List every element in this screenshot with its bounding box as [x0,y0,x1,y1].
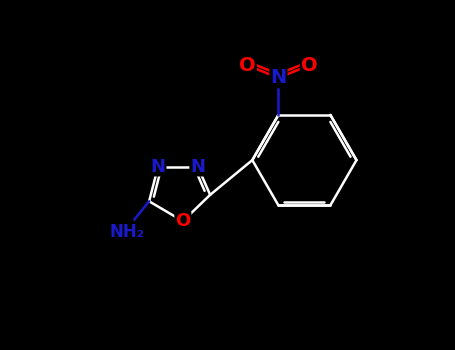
Text: N: N [190,158,205,176]
Text: N: N [270,68,287,87]
Text: O: O [175,212,191,230]
Text: NH₂: NH₂ [109,223,144,241]
Text: O: O [301,56,318,75]
Text: O: O [239,56,256,75]
Text: N: N [151,158,166,176]
